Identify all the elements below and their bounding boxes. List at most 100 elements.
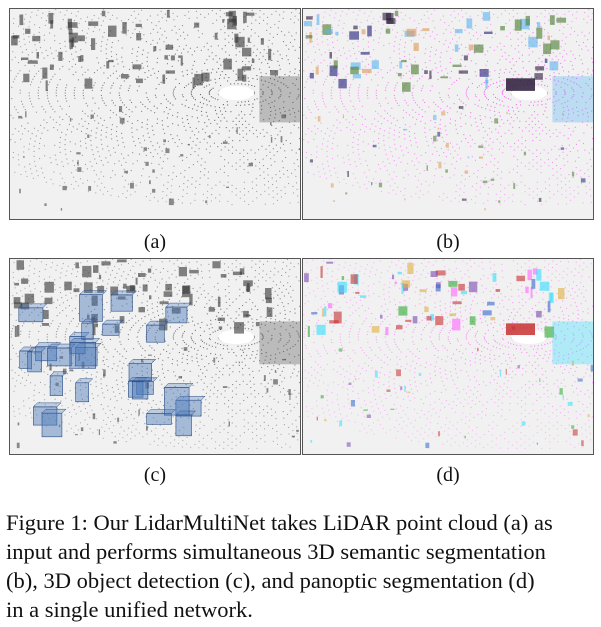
scan-point [68, 123, 70, 125]
scan-point [66, 100, 68, 102]
scan-point [361, 116, 363, 118]
scan-point [474, 103, 476, 105]
scan-point [443, 110, 445, 112]
scene-object [549, 61, 559, 71]
scan-point [459, 117, 461, 119]
scan-point [214, 380, 216, 382]
scene-object [513, 183, 516, 189]
scan-point [98, 29, 101, 31]
scan-point [174, 439, 176, 441]
scan-point [363, 150, 365, 153]
scan-point [141, 302, 143, 304]
scan-point [114, 277, 116, 279]
scan-point [245, 57, 247, 60]
scan-point [412, 116, 414, 118]
scan-point [18, 279, 20, 281]
scan-point [576, 77, 578, 80]
scan-point [59, 312, 61, 314]
scan-point [445, 156, 447, 158]
scan-point [151, 266, 153, 268]
scan-point [141, 366, 143, 368]
scan-point [498, 148, 500, 150]
scan-point [44, 268, 46, 270]
scan-point [198, 434, 200, 436]
scan-point [116, 370, 118, 372]
scan-point [158, 163, 160, 165]
scan-point [122, 437, 124, 439]
scan-point [205, 399, 207, 401]
scan-point [485, 64, 487, 66]
scan-point [393, 13, 395, 15]
scan-point [101, 97, 103, 99]
scan-point [70, 172, 73, 174]
scene-object [98, 429, 100, 436]
scan-point [125, 34, 127, 36]
scan-point [539, 152, 542, 154]
scan-point [108, 427, 110, 430]
scene-object [361, 29, 366, 35]
scan-point [74, 143, 76, 145]
scan-point [65, 97, 67, 99]
scan-point [285, 140, 287, 142]
scene-object [468, 44, 474, 51]
detection-box [128, 359, 157, 381]
scan-point [71, 310, 73, 312]
scan-point [274, 319, 277, 321]
scan-point [275, 357, 277, 359]
scan-point [133, 418, 135, 420]
scan-point [585, 82, 587, 85]
scan-point [191, 356, 193, 358]
scan-point [326, 39, 328, 41]
scan-point [235, 355, 237, 357]
scene-object [424, 70, 428, 74]
scan-point [252, 103, 254, 105]
scan-point [263, 293, 265, 295]
scan-point [81, 118, 83, 120]
scan-point [503, 96, 505, 98]
scan-point [277, 304, 279, 306]
scan-point [268, 39, 270, 41]
scan-point [296, 188, 298, 190]
scan-point [177, 112, 179, 114]
scan-point [21, 125, 23, 127]
scan-point [573, 94, 575, 96]
scan-point [196, 138, 198, 140]
scan-point [186, 363, 189, 365]
scan-point [251, 9, 253, 11]
scan-point [289, 403, 291, 405]
scan-point [572, 89, 574, 91]
scan-point [232, 127, 234, 129]
scan-point [466, 88, 468, 90]
scan-point [44, 384, 46, 386]
scan-point [133, 140, 135, 142]
scan-point [100, 13, 102, 15]
scan-point [415, 141, 417, 144]
scan-point [102, 344, 104, 346]
scan-point [289, 285, 292, 288]
scan-point [176, 328, 178, 330]
scan-point [197, 349, 199, 351]
scan-point [153, 323, 155, 325]
scan-point [43, 371, 45, 373]
scan-point [49, 276, 51, 278]
scan-point [474, 71, 476, 73]
scan-point [243, 149, 245, 151]
scan-point [59, 304, 61, 306]
scan-point [284, 150, 286, 152]
scan-point [135, 184, 137, 186]
scan-point [131, 111, 133, 113]
scan-point [163, 94, 165, 96]
scan-point [359, 26, 361, 28]
scene-object [16, 260, 24, 270]
scene-object [485, 77, 488, 89]
scan-point [343, 105, 345, 108]
scan-point [138, 31, 141, 33]
scan-point [424, 131, 426, 134]
scan-point [571, 20, 573, 22]
scan-point [582, 113, 584, 115]
scan-point [150, 152, 152, 154]
scan-point [577, 73, 579, 76]
scan-point [565, 36, 567, 38]
scan-point [171, 422, 173, 424]
scan-point [89, 428, 91, 430]
